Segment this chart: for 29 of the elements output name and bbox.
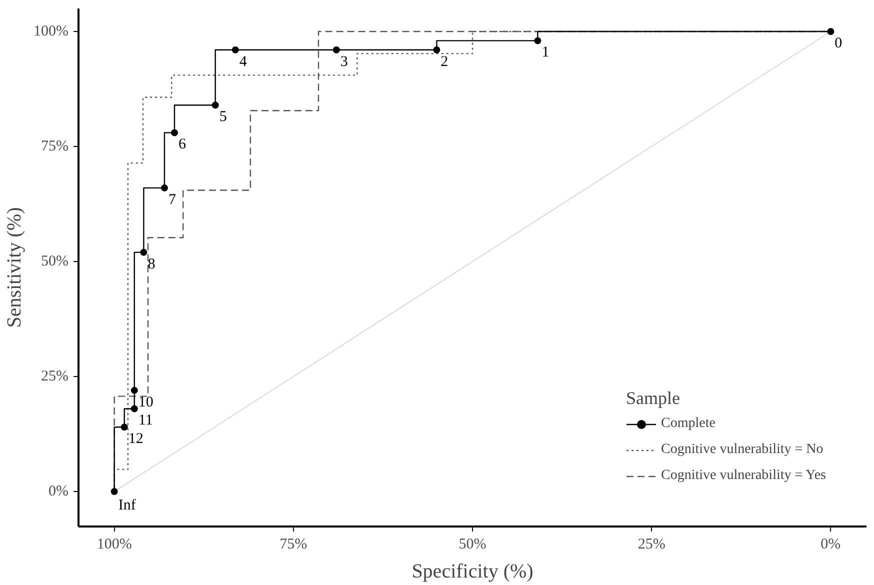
x-tick-label: 100% bbox=[96, 536, 132, 552]
annotation: 3 bbox=[340, 54, 348, 70]
y-tick-label: 0% bbox=[48, 484, 69, 500]
annotation: 10 bbox=[138, 394, 154, 410]
legend-label: Cognitive vulnerability = Yes bbox=[660, 468, 826, 484]
y-tick-label: 50% bbox=[41, 254, 69, 270]
annotation: 4 bbox=[239, 54, 248, 70]
annotation: 8 bbox=[148, 256, 156, 272]
annotation: 5 bbox=[219, 109, 227, 126]
legend-label: Cognitive vulnerability = No bbox=[660, 442, 824, 458]
y-tick-label: 75% bbox=[41, 138, 69, 155]
x-tick-label: 75% bbox=[280, 536, 308, 552]
annotation: 12 bbox=[128, 431, 144, 448]
x-axis-title: Specificity (%) bbox=[412, 560, 534, 582]
annotation: 0 bbox=[834, 36, 842, 52]
annotation: Inf bbox=[118, 498, 136, 514]
x-tick-label: 0% bbox=[820, 536, 841, 552]
annotation: 7 bbox=[168, 192, 176, 208]
y-tick-label: 25% bbox=[41, 368, 69, 385]
annotation: 1 bbox=[542, 44, 550, 61]
x-tick-label: 25% bbox=[638, 536, 666, 552]
x-tick-label: 50% bbox=[458, 536, 486, 552]
y-axis-title: Sensitivity (%) bbox=[4, 207, 26, 328]
legend-label: Complete bbox=[660, 416, 716, 432]
annotation: 6 bbox=[178, 136, 186, 153]
annotation: 2 bbox=[440, 54, 448, 70]
annotation: 11 bbox=[138, 412, 153, 429]
legend-title: Sample bbox=[626, 388, 681, 409]
y-tick-label: 100% bbox=[34, 24, 69, 40]
